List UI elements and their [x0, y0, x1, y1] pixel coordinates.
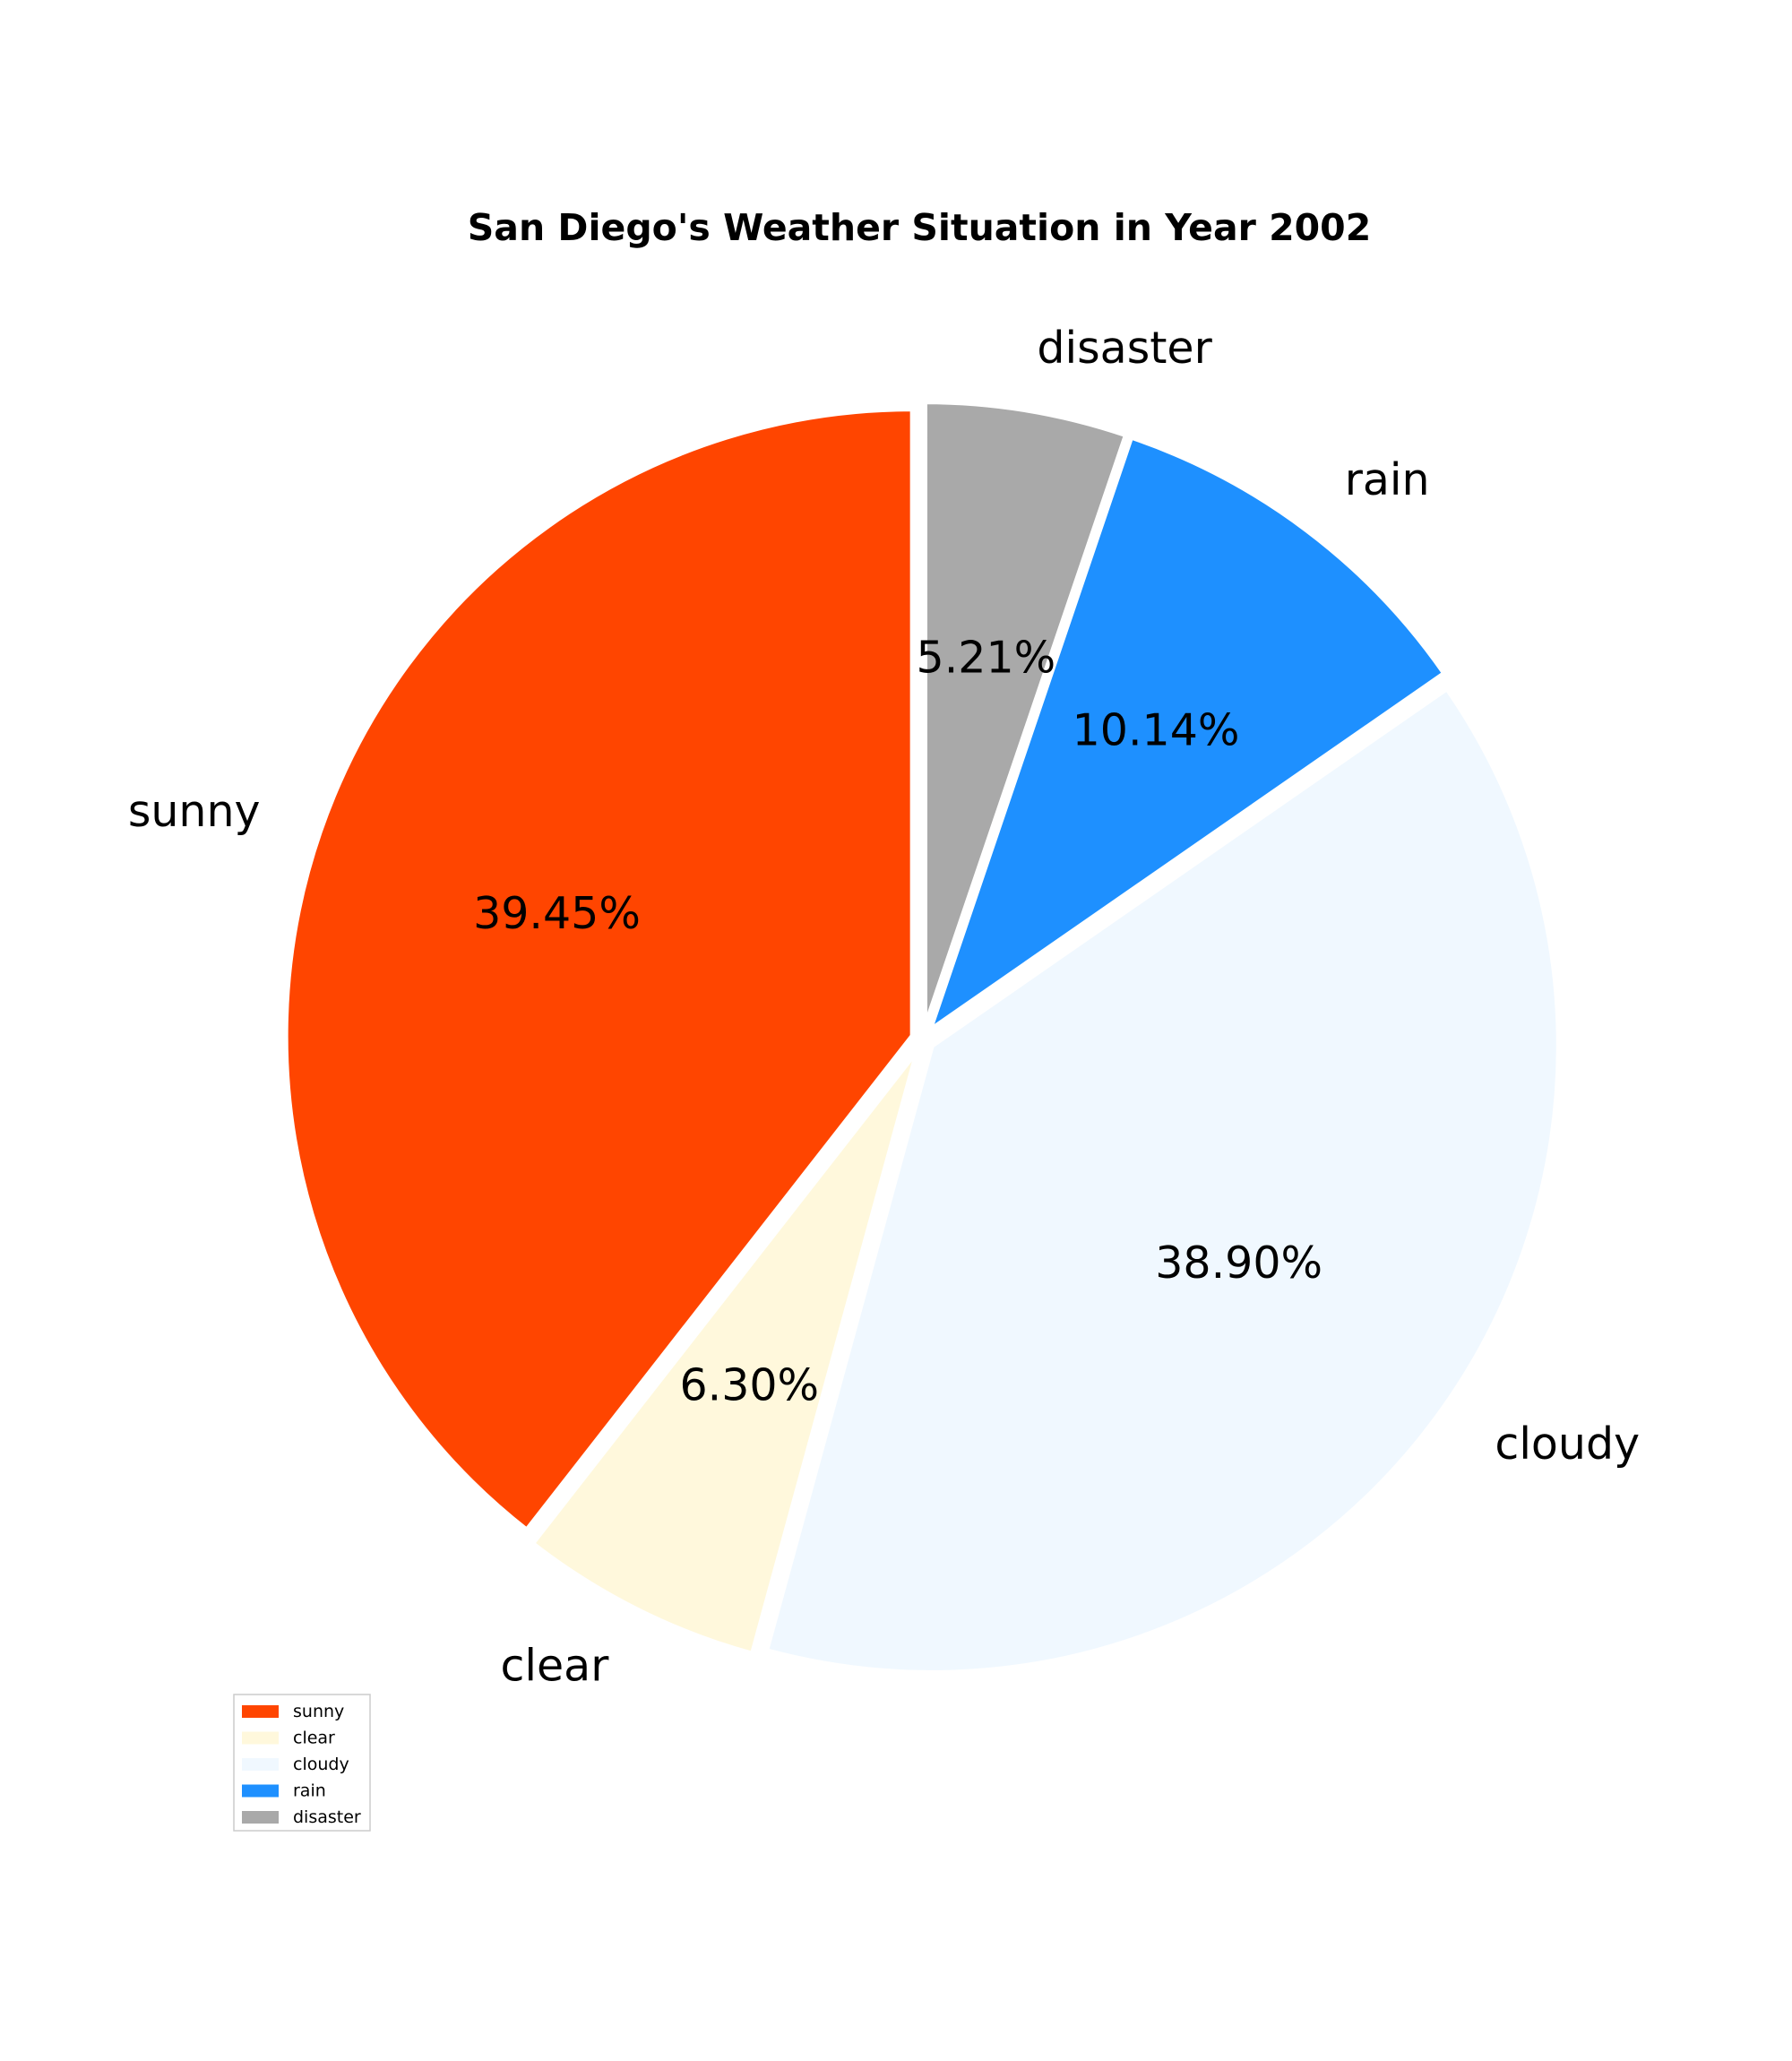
legend-label-disaster: disaster [293, 1807, 361, 1827]
category-label-cloudy: cloudy [1495, 1419, 1640, 1470]
pie-slices [282, 399, 1562, 1676]
legend-label-clear: clear [293, 1729, 335, 1748]
category-labels: sunny clear cloudy rain disaster [128, 323, 1640, 1692]
legend-swatch-clear [242, 1731, 279, 1745]
pie-slice-disaster [921, 399, 1130, 1032]
value-label-clear: 6.30% [679, 1360, 819, 1411]
legend-label-cloudy: cloudy [293, 1755, 349, 1774]
pie-slice-clear [529, 1046, 921, 1657]
value-label-sunny: 39.45% [473, 888, 641, 939]
pie-slice-rain [926, 434, 1448, 1034]
category-label-rain: rain [1345, 454, 1430, 505]
chart-title: San Diego's Weather Situation in Year 20… [468, 206, 1371, 249]
legend-swatch-rain [242, 1784, 279, 1798]
legend-swatch-cloudy [242, 1758, 279, 1771]
category-label-clear: clear [500, 1640, 609, 1691]
legend-swatch-sunny [242, 1705, 279, 1718]
category-label-sunny: sunny [128, 786, 261, 837]
percentage-labels: 39.45% 6.30% 38.90% 10.14% 5.21% [473, 632, 1322, 1410]
category-label-disaster: disaster [1037, 323, 1212, 374]
value-label-cloudy: 38.90% [1155, 1237, 1322, 1289]
legend-label-sunny: sunny [293, 1702, 344, 1721]
pie-slice-cloudy [763, 686, 1562, 1676]
legend-label-rain: rain [293, 1781, 326, 1801]
legend-swatch-disaster [242, 1811, 279, 1824]
legend-items: sunny clear cloudy rain disaster [242, 1702, 361, 1827]
legend: sunny clear cloudy rain disaster [233, 1694, 371, 1832]
value-label-rain: 10.14% [1073, 705, 1240, 756]
pie-slice-sunny [282, 406, 916, 1533]
value-label-disaster: 5.21% [917, 632, 1056, 683]
